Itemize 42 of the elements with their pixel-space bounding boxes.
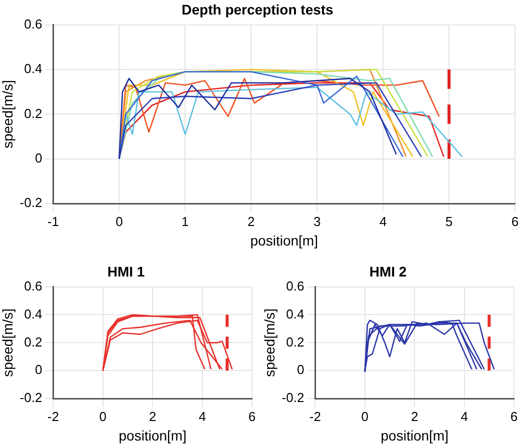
x-tick-label: 5: [445, 214, 453, 229]
y-tick-label: 0.4: [24, 306, 42, 322]
x-tick-label: 2: [410, 408, 418, 424]
x-tick-label: 6: [511, 214, 519, 229]
x-tick-label: -1: [47, 214, 59, 229]
y-tick-label: 0.2: [286, 334, 304, 350]
x-axis-title: position[m]: [118, 427, 186, 444]
x-tick-label: 4: [198, 408, 206, 424]
y-tick-label: 0: [296, 362, 304, 378]
x-tick-label: 0: [116, 214, 123, 229]
y-tick-label: 0.6: [24, 278, 42, 294]
x-tick-label: 3: [313, 214, 321, 229]
y-tick-label: 0.4: [24, 61, 42, 76]
x-tick-label: 2: [248, 214, 255, 229]
x-tick-label: 2: [148, 408, 156, 424]
chart-title: HMI 2: [369, 263, 407, 280]
y-axis-title: speed[m/s]: [0, 80, 16, 148]
x-axis-title: position[m]: [380, 427, 448, 444]
y-axis-title: speed[m/s]: [261, 308, 278, 377]
y-tick-label: -0.2: [20, 390, 42, 406]
y-tick-label: 0.6: [24, 16, 42, 32]
y-tick-label: 0.2: [24, 106, 42, 121]
x-tick-label: 6: [248, 408, 256, 424]
y-tick-label: 0.6: [286, 278, 304, 294]
x-tick-label: -2: [309, 408, 321, 424]
chart-title: HMI 1: [107, 263, 145, 280]
x-tick-label: 0: [361, 408, 369, 424]
x-tick-label: 4: [379, 214, 387, 229]
y-tick-label: 0.4: [286, 306, 304, 322]
y-tick-label: -0.2: [20, 195, 42, 210]
x-tick-label: 0: [99, 408, 107, 424]
chart-title: Depth perception tests: [182, 1, 334, 18]
y-tick-label: 0: [34, 150, 42, 166]
y-tick-label: 0: [34, 362, 42, 378]
x-axis-title: position[m]: [250, 232, 318, 248]
x-tick-label: 1: [182, 214, 189, 229]
x-tick-label: 6: [510, 408, 518, 424]
y-tick-label: -0.2: [282, 390, 304, 406]
y-tick-label: 0.2: [24, 334, 42, 350]
x-tick-label: -2: [47, 408, 59, 424]
x-tick-label: 4: [460, 408, 468, 424]
y-axis-title: speed[m/s]: [0, 308, 16, 377]
